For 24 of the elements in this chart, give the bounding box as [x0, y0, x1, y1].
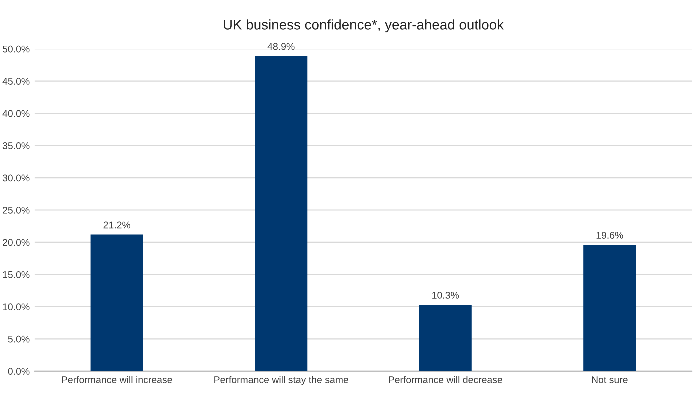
data-label: 19.6% — [596, 232, 624, 239]
x-tick-label: Not sure — [592, 376, 628, 384]
data-label: 10.3% — [432, 292, 460, 299]
y-tick-label: 45.0% — [2, 78, 30, 85]
chart-title: UK business confidence*, year-ahead outlook — [224, 20, 504, 33]
bar — [255, 56, 308, 372]
data-label: 48.9% — [268, 43, 295, 50]
y-tick-label: 20.0% — [3, 239, 30, 246]
y-tick-label: 35.0% — [2, 142, 30, 150]
y-tick-label: 0.0% — [8, 368, 30, 376]
x-tick-label: Performance will stay the same — [214, 376, 348, 386]
bar — [419, 305, 472, 372]
y-tick-label: 15.0% — [3, 271, 30, 278]
x-tick-label: Performance will increase — [62, 376, 172, 384]
y-tick-label: 30.0% — [2, 174, 30, 182]
y-tick-label: 40.0% — [2, 110, 30, 118]
y-tick-label: 5.0% — [8, 336, 30, 343]
bar — [584, 245, 636, 372]
bar — [90, 234, 144, 372]
y-tick-label: 50.0% — [2, 46, 30, 53]
x-tick-label: Performance will decrease — [389, 376, 502, 384]
y-tick-label: 25.0% — [3, 206, 30, 214]
y-tick-label: 10.0% — [3, 304, 30, 311]
data-label: 21.2% — [104, 222, 131, 229]
